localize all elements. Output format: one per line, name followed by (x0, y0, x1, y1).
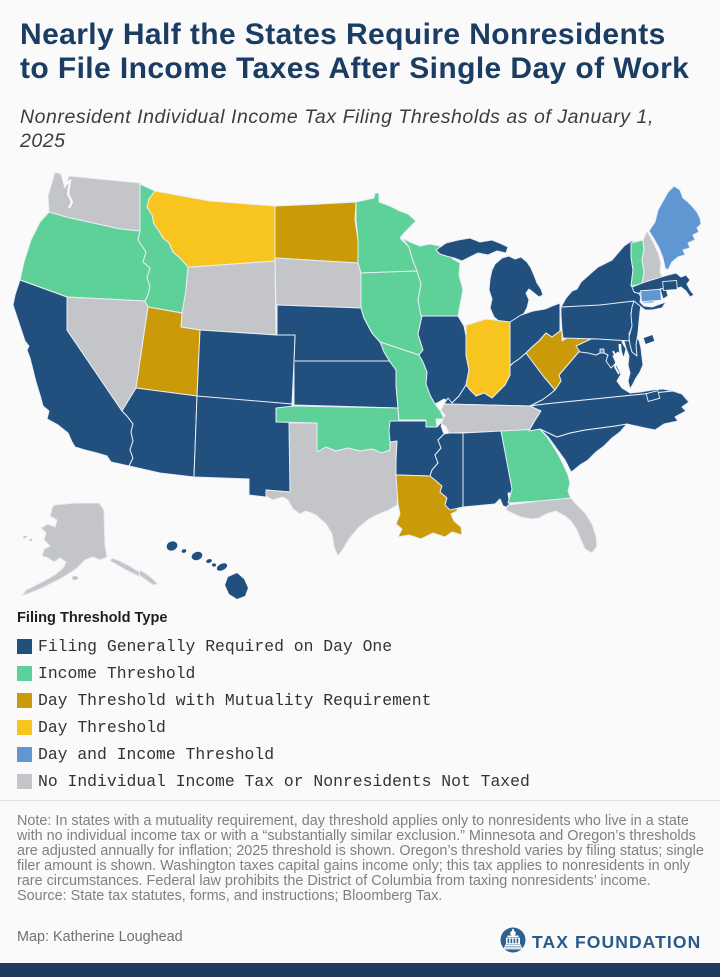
svg-text:TAX FOUNDATION: TAX FOUNDATION (532, 932, 701, 952)
